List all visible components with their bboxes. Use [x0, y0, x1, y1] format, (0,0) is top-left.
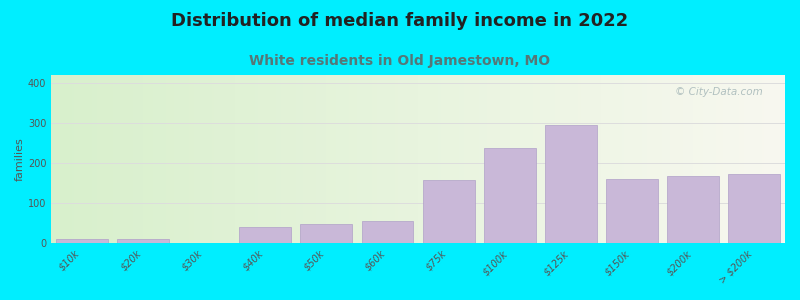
Bar	[422, 180, 474, 244]
Bar	[545, 125, 597, 244]
Bar	[729, 175, 781, 244]
Bar	[484, 148, 536, 244]
Bar	[667, 176, 719, 244]
Bar	[362, 221, 414, 244]
Text: White residents in Old Jamestown, MO: White residents in Old Jamestown, MO	[250, 54, 550, 68]
Bar	[300, 224, 352, 244]
Y-axis label: families: families	[15, 137, 25, 181]
Text: © City-Data.com: © City-Data.com	[675, 87, 763, 97]
Bar	[56, 239, 108, 244]
Bar	[239, 227, 291, 244]
Bar	[606, 179, 658, 244]
Text: Distribution of median family income in 2022: Distribution of median family income in …	[171, 12, 629, 30]
Bar	[117, 238, 169, 244]
